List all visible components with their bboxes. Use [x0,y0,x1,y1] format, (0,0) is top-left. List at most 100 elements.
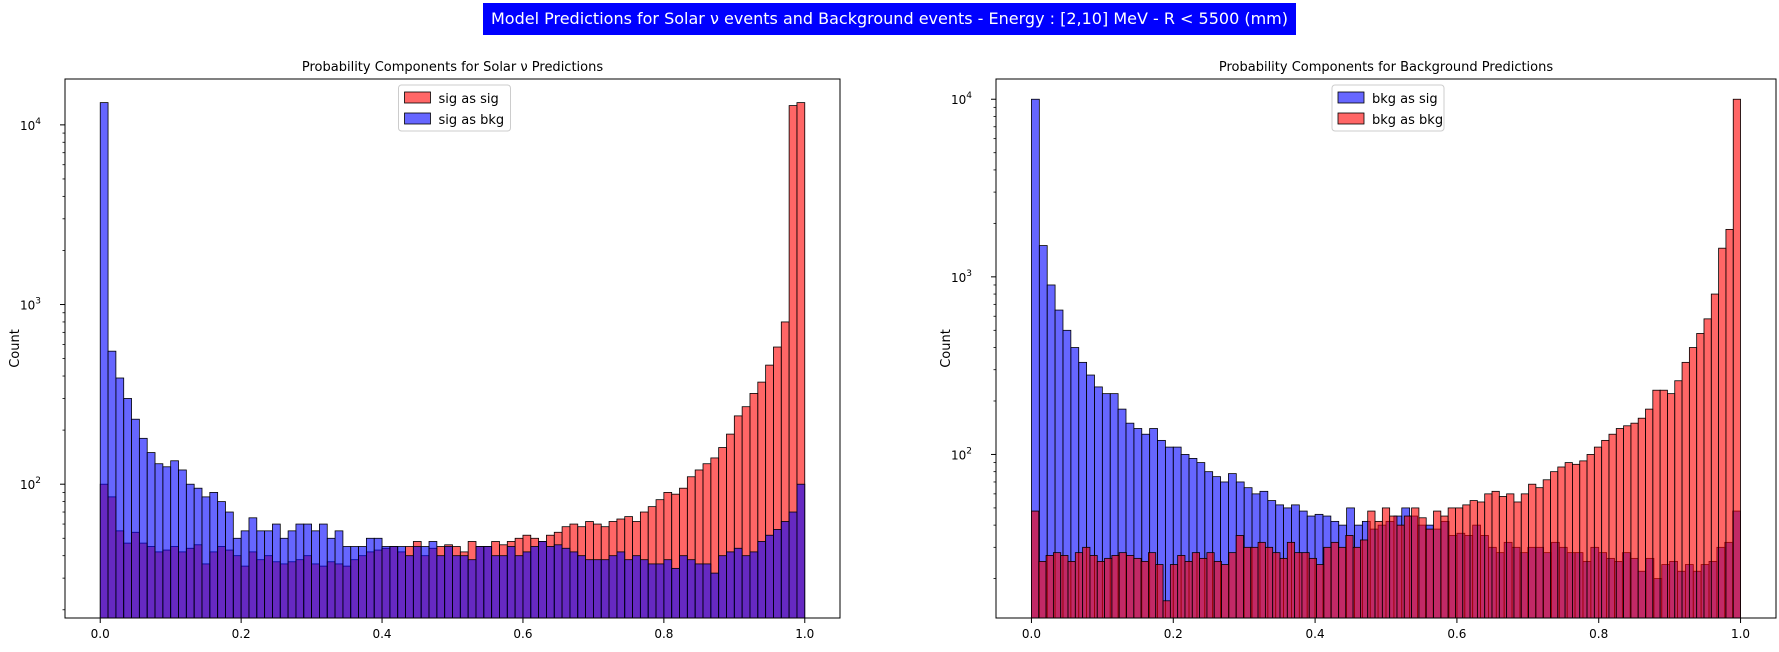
legend: bkg as sig bkg as bkg [1331,84,1445,132]
bar [1469,500,1478,619]
bar [1652,389,1661,619]
bar [718,555,727,619]
bar [1221,564,1230,619]
bar [671,567,680,619]
bar [483,546,493,619]
y-tick-label: 102 [20,476,41,492]
bar [1579,460,1588,619]
bar [115,377,125,619]
bar [1045,555,1054,619]
bar [1630,422,1639,619]
bar [1645,408,1654,619]
bar [436,555,446,619]
x-tick-label: 0.6 [1447,627,1466,641]
bar [1491,490,1500,619]
bar [1564,462,1573,619]
bar [1235,535,1244,619]
bar [1111,555,1120,619]
bar [1433,510,1442,619]
bar [1155,564,1164,619]
bar [585,559,594,619]
bar [1082,546,1091,619]
bar [381,546,391,619]
bar [1286,541,1296,619]
bar [1732,98,1741,619]
bar [561,547,571,619]
bar [546,546,555,619]
bar [608,555,618,619]
bar [1367,510,1376,619]
bar [1067,560,1076,619]
bar [1674,380,1683,619]
bar [287,530,297,619]
bar [1681,361,1690,619]
bar [1374,520,1383,619]
bar [264,530,273,619]
bar [1462,504,1471,619]
bar [569,551,579,619]
bar [1264,546,1274,619]
series-bkg-as-bkg [1031,98,1741,619]
chart-title: Probability Components for Solar ν Predi… [302,60,603,75]
bar [1330,541,1339,619]
bar [1316,564,1325,619]
chart-solar: Probability Components for Solar ν Predi… [8,60,841,641]
bar [248,517,258,619]
bar [1272,552,1281,619]
bar [444,546,453,619]
bar [107,350,117,619]
bar [1052,552,1062,619]
bar [1323,546,1332,619]
bar [1060,555,1069,619]
bar [217,501,226,619]
bar [499,555,508,619]
bar [1191,552,1200,619]
legend-label: sig as bkg [439,113,505,128]
bar [311,530,320,619]
bar [639,559,649,619]
bar [1637,417,1646,619]
bar [350,546,359,619]
bar [757,541,767,619]
bar [303,523,312,619]
bar [1074,552,1084,619]
bar [1513,501,1522,619]
legend-label: bkg as sig [1372,92,1438,107]
bar [1206,552,1215,619]
bar [99,102,109,619]
bar [1498,496,1508,619]
legend-swatch [404,112,431,125]
bar [1528,483,1537,619]
bar [1213,560,1222,619]
bar [279,537,289,619]
bar [373,537,383,619]
bar [272,523,281,619]
bar [1615,428,1624,619]
bar [1476,501,1486,619]
y-tick-label: 103 [951,269,972,285]
legend-swatch [1337,112,1365,125]
x-tick-label: 0.4 [372,627,391,641]
bar [1535,487,1544,619]
bar [225,511,234,619]
bar [1542,479,1551,619]
bar [358,546,367,619]
bar [1586,454,1595,619]
bar [1089,555,1098,619]
bar [1352,546,1361,619]
bar [412,546,422,619]
bar [256,530,266,619]
bar [514,555,524,619]
bar [131,418,140,619]
bar [1177,555,1186,619]
bar [538,541,547,619]
bar [170,460,179,619]
bar [780,521,790,619]
bar [1301,552,1310,619]
bar [1601,439,1610,619]
bar [593,559,602,619]
bar [702,563,712,619]
bar [1425,528,1434,619]
legend-swatch [404,91,431,104]
bar [334,530,344,619]
